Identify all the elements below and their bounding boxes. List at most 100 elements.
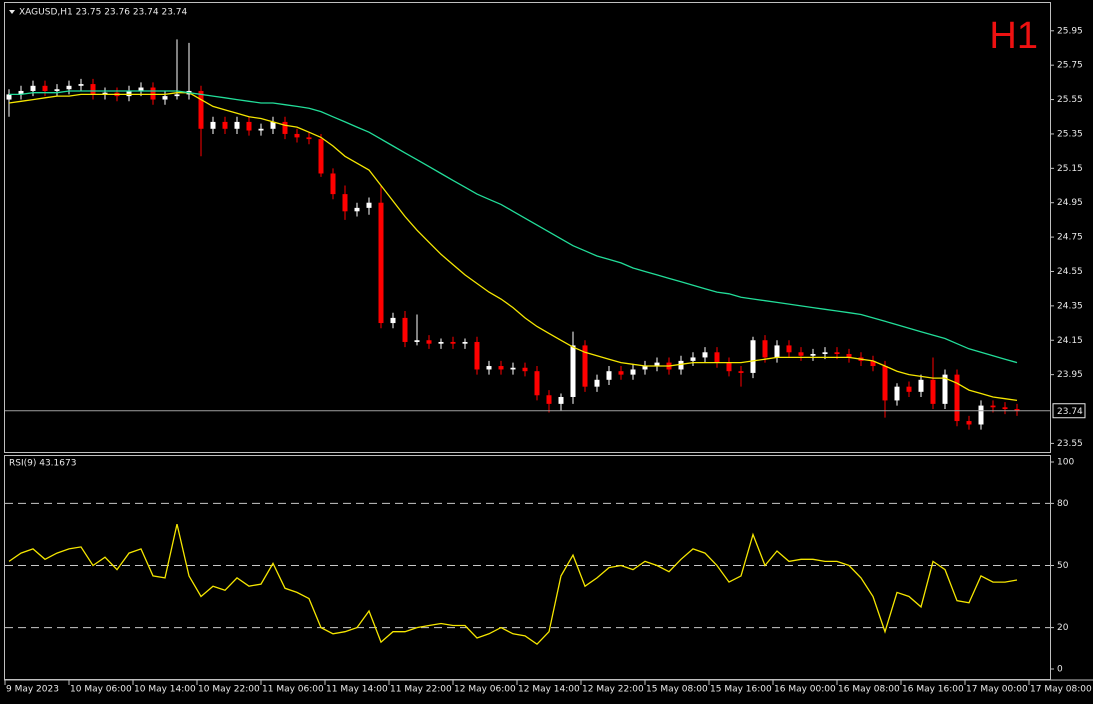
y-tick-label: 24.15	[1057, 336, 1083, 346]
candle-body	[978, 405, 984, 425]
symbol-header: XAGUSD,H1 23.75 23.76 23.74 23.74	[19, 8, 188, 18]
y-tick-label: 20	[1057, 623, 1069, 633]
candle-body	[306, 137, 312, 140]
candle-body	[42, 85, 48, 91]
candle-body	[714, 352, 720, 363]
x-tick-label: 16 May 00:00	[774, 685, 836, 695]
candle-body	[870, 360, 876, 367]
candle-body	[702, 352, 708, 358]
candle-body	[450, 341, 456, 344]
candle-body	[150, 87, 156, 100]
candle-body	[990, 405, 996, 408]
y-tick-label: 50	[1057, 561, 1069, 571]
candle-body	[726, 362, 732, 372]
candle-body	[930, 379, 936, 404]
candle-body	[54, 89, 60, 91]
timeframe-label: H1	[989, 15, 1038, 57]
candle-body	[474, 341, 480, 370]
candle-body	[534, 371, 540, 396]
x-tick-label: 17 May 00:00	[966, 685, 1028, 695]
candle-body	[90, 84, 96, 95]
candle-body	[318, 139, 324, 174]
candle-body	[570, 345, 576, 397]
candle-body	[558, 396, 564, 404]
candle-body	[78, 84, 84, 86]
candle-body	[6, 94, 12, 100]
candle-body	[1002, 407, 1008, 410]
candle-body	[210, 121, 216, 129]
candle-body	[810, 354, 816, 356]
candle-body	[162, 96, 168, 100]
price-tag-label: 23.74	[1057, 407, 1083, 417]
y-tick-label: 24.75	[1057, 233, 1083, 243]
candle-body	[798, 352, 804, 356]
indicator-line	[8, 92, 1018, 402]
indicator-line	[8, 523, 1018, 646]
x-tick-label: 11 May 22:00	[390, 685, 452, 695]
candle-body	[642, 366, 648, 370]
main-panel-frame	[4, 2, 1051, 453]
candle-body	[822, 352, 828, 355]
candle-body	[354, 207, 360, 212]
y-tick-label: 0	[1057, 665, 1063, 675]
candle-body	[774, 345, 780, 358]
candle-body	[786, 345, 792, 353]
candle-body	[510, 367, 516, 370]
x-tick-label: 16 May 08:00	[838, 685, 900, 695]
y-tick-label: 80	[1057, 499, 1069, 509]
x-tick-label: 12 May 14:00	[518, 685, 580, 695]
rsi-panel-frame	[4, 455, 1051, 680]
candle-body	[678, 360, 684, 370]
rsi-header: RSI(9) 43.1673	[9, 459, 76, 469]
candle-body	[906, 386, 912, 392]
x-tick-label: 9 May 2023	[6, 685, 59, 695]
candle-body	[438, 341, 444, 344]
candle-body	[630, 369, 636, 375]
x-tick-label: 12 May 06:00	[454, 685, 516, 695]
y-tick-label: 24.95	[1057, 198, 1083, 208]
x-tick-label: 15 May 16:00	[710, 685, 772, 695]
y-tick-label: 24.55	[1057, 267, 1083, 277]
candle-body	[330, 173, 336, 195]
candle-body	[618, 371, 624, 375]
candle-body	[102, 92, 108, 95]
candle-body	[594, 379, 600, 387]
y-tick-label: 24.35	[1057, 301, 1083, 311]
candle-body	[882, 366, 888, 401]
y-tick-label: 23.55	[1057, 439, 1083, 449]
candle-body	[30, 85, 36, 91]
candle-body	[498, 366, 504, 370]
candle-body	[894, 386, 900, 401]
candle-body	[918, 379, 924, 392]
candle-body	[234, 121, 240, 129]
y-tick-label: 25.75	[1057, 61, 1083, 71]
candle-body	[954, 374, 960, 422]
candle-body	[750, 340, 756, 373]
candle-body	[834, 352, 840, 355]
candle-body	[762, 340, 768, 358]
candle-body	[138, 87, 144, 91]
y-tick-label: 25.55	[1057, 95, 1083, 105]
y-tick-label: 100	[1057, 458, 1074, 468]
candle-body	[426, 340, 432, 344]
candle-body	[690, 357, 696, 361]
candle-body	[378, 202, 384, 324]
x-tick-label: 10 May 22:00	[198, 685, 260, 695]
candle-body	[942, 374, 948, 404]
candle-body	[126, 90, 132, 97]
candle-body	[546, 395, 552, 404]
x-tick-label: 15 May 08:00	[646, 685, 708, 695]
candle-body	[654, 362, 660, 367]
x-tick-label: 12 May 22:00	[582, 685, 644, 695]
y-tick-label: 25.95	[1057, 26, 1083, 36]
candle-body	[294, 133, 300, 138]
candle-body	[738, 371, 744, 373]
candle-body	[582, 345, 588, 387]
candle-body	[222, 121, 228, 129]
candle-body	[342, 194, 348, 212]
x-tick-label: 16 May 16:00	[902, 685, 964, 695]
candle-body	[846, 354, 852, 358]
candle-body	[366, 202, 372, 208]
candle-body	[174, 94, 180, 97]
